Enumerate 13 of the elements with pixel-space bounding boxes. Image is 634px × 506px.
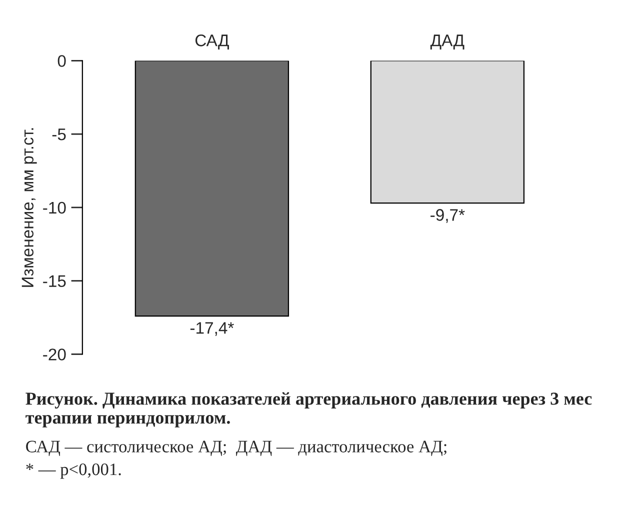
x-tick-label: САД bbox=[195, 34, 229, 50]
data-label: -17,4* bbox=[190, 322, 234, 336]
y-tick-label: -20 bbox=[43, 348, 66, 360]
y-tick-label: 0 bbox=[58, 55, 66, 67]
x-tick-label: ДАД bbox=[430, 34, 464, 50]
y-tick-label: -15 bbox=[43, 275, 66, 288]
y-axis-title: Изменение, мм рт.ст. bbox=[22, 128, 37, 287]
y-tick-label: -5 bbox=[52, 128, 66, 140]
text: Рисунок. Динамика показателей артериального давления через 3 мес терапии периндоприлом. bbox=[26, 392, 592, 428]
text: * — p<0,001. bbox=[26, 463, 121, 479]
text: САД — систолическое АД; ДАД — диастолическое АД; bbox=[26, 440, 446, 456]
y-tick-label: -10 bbox=[43, 202, 66, 214]
data-label: -9,7* bbox=[430, 209, 465, 223]
